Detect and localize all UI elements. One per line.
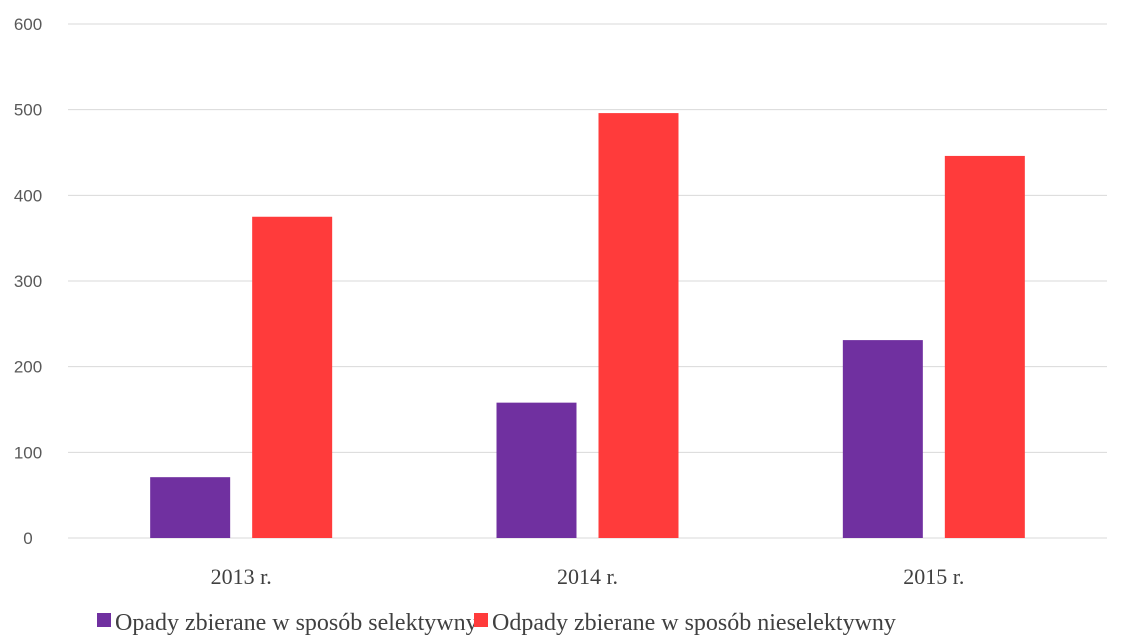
y-axis-ticks: 0 100 200 300 400 500 600 (14, 15, 42, 548)
y-tick-label: 0 (23, 529, 32, 548)
y-tick-label: 600 (14, 15, 42, 34)
x-category-label: 2014 r. (557, 564, 618, 589)
y-tick-label: 500 (14, 101, 42, 120)
legend-label-2: Odpady zbierane w sposób nieselektywny (492, 610, 896, 636)
x-category-label: 2015 r. (903, 564, 964, 589)
bar-1-1 (150, 477, 231, 538)
bar-2-1 (252, 216, 333, 538)
legend-swatch-1 (97, 613, 111, 627)
gridlines (68, 23, 1107, 539)
y-tick-label: 100 (14, 443, 42, 462)
bars (150, 113, 1025, 539)
bar-1-2 (496, 402, 577, 538)
bar-2-3 (944, 155, 1025, 538)
legend-label-1: Opady zbierane w sposób selektywny (115, 610, 478, 636)
bar-1-3 (842, 340, 923, 538)
y-tick-label: 200 (14, 358, 42, 377)
y-tick-label: 400 (14, 186, 42, 205)
x-axis-categories: 2013 r. 2014 r. 2015 r. (211, 564, 965, 589)
bar-2-2 (598, 113, 679, 539)
x-category-label: 2013 r. (211, 564, 272, 589)
legend-swatch-2 (474, 613, 488, 627)
legend: Opady zbierane w sposób selektywny Odpady… (97, 610, 896, 636)
y-tick-label: 300 (14, 272, 42, 291)
